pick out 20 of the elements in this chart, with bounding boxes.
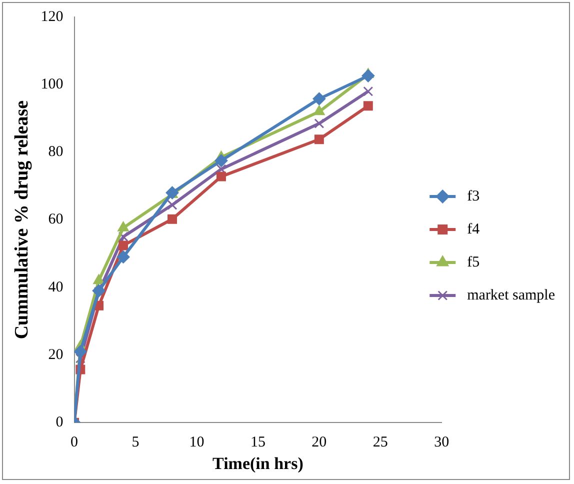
x-axis-title: Time(in hrs)	[212, 454, 304, 474]
y-tick-label: 20	[48, 346, 64, 363]
x-tick-label: 25	[372, 434, 388, 451]
legend-label: f4	[467, 221, 480, 238]
y-tick-label: 120	[40, 8, 64, 25]
y-tick-label: 0	[56, 414, 64, 431]
y-tick-label: 80	[48, 144, 64, 160]
y-axis-title: Cummulative % drug release	[11, 100, 32, 340]
x-tick-label: 0	[70, 434, 78, 451]
y-tick-label: 40	[48, 279, 64, 296]
x-tick-label: 15	[250, 434, 266, 451]
x-tick-label: 20	[312, 434, 327, 451]
x-tick-label: 30	[434, 434, 450, 451]
legend-label: f3	[467, 188, 480, 204]
y-tick-label: 60	[48, 212, 64, 228]
x-tick-label: 10	[189, 434, 204, 451]
x-tick-label: 5	[132, 434, 140, 451]
legend-label: f5	[467, 254, 480, 270]
legend-label: market sample	[467, 287, 556, 304]
y-tick-label: 100	[40, 76, 64, 93]
